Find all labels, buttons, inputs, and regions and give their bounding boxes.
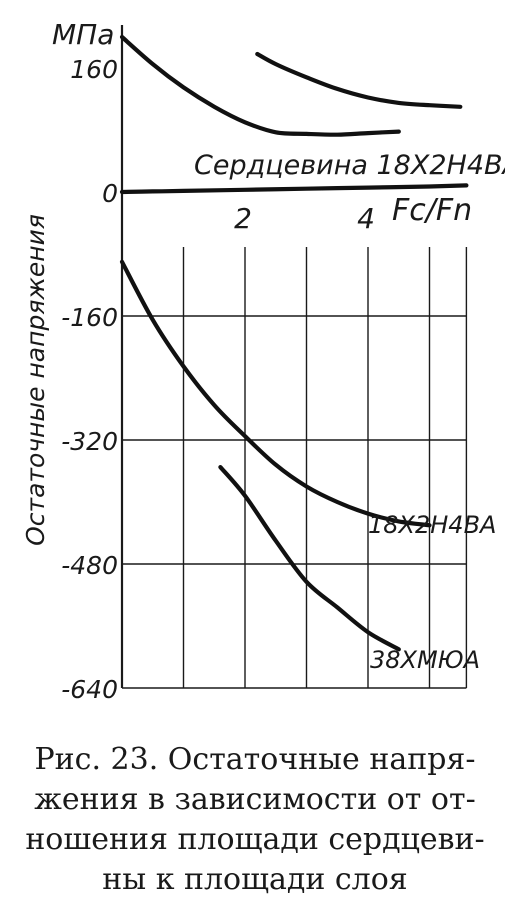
chart-labels: МПа Остаточные напряжения Fc/Fn [21,18,472,546]
core-18x2n4va-line [119,183,469,195]
curve-38xmyua [218,465,401,652]
x-axis-title: Fc/Fn [392,193,472,228]
chart-grid [120,25,468,689]
caption-line-2: жения в зависимости от от- [34,782,476,817]
figure-caption: Рис. 23. Остаточные напря- жения в завис… [20,740,490,900]
caption-line-3: ношения площади сердцеви- [25,822,485,857]
chart-series-labels: Сердцевина 18Х2Н4ВА 18Х2Н4ВА 38ХМЮА [194,150,505,674]
series-label-4: 18Х2Н4ВА [368,511,496,539]
caption-line-1: Рис. 23. Остаточные напря- [34,742,476,777]
y-tick-label-3: -160 [61,303,118,332]
x-tick-label-2: 4 [357,202,375,235]
upper-curve-surface-b [255,51,463,109]
chart-tick-labels: 160 0 -160 -320 -480 -640 2 4 [61,55,375,704]
y-tick-label-2: 0 [102,179,118,208]
upper-curve-surface-a [119,34,401,137]
y-unit-label: МПа [52,18,114,51]
y-tick-label-1: 160 [70,55,118,84]
curve-18x2n4va [119,259,432,528]
series-label-3: Сердцевина 18Х2Н4ВА [194,150,505,181]
series-label-5: 38ХМЮА [370,646,480,674]
y-tick-label-4: -320 [61,427,118,456]
y-tick-label-6: -640 [61,675,118,704]
y-tick-label-5: -480 [61,551,118,580]
x-tick-label-1: 2 [234,202,252,235]
residual-stress-chart: МПа Остаточные напряжения Fc/Fn 160 0 -160… [21,18,505,704]
y-axis-title: Остаточные напряжения [21,214,50,546]
chart-curves [119,34,469,652]
caption-line-4: ны к площади слоя [102,862,408,897]
